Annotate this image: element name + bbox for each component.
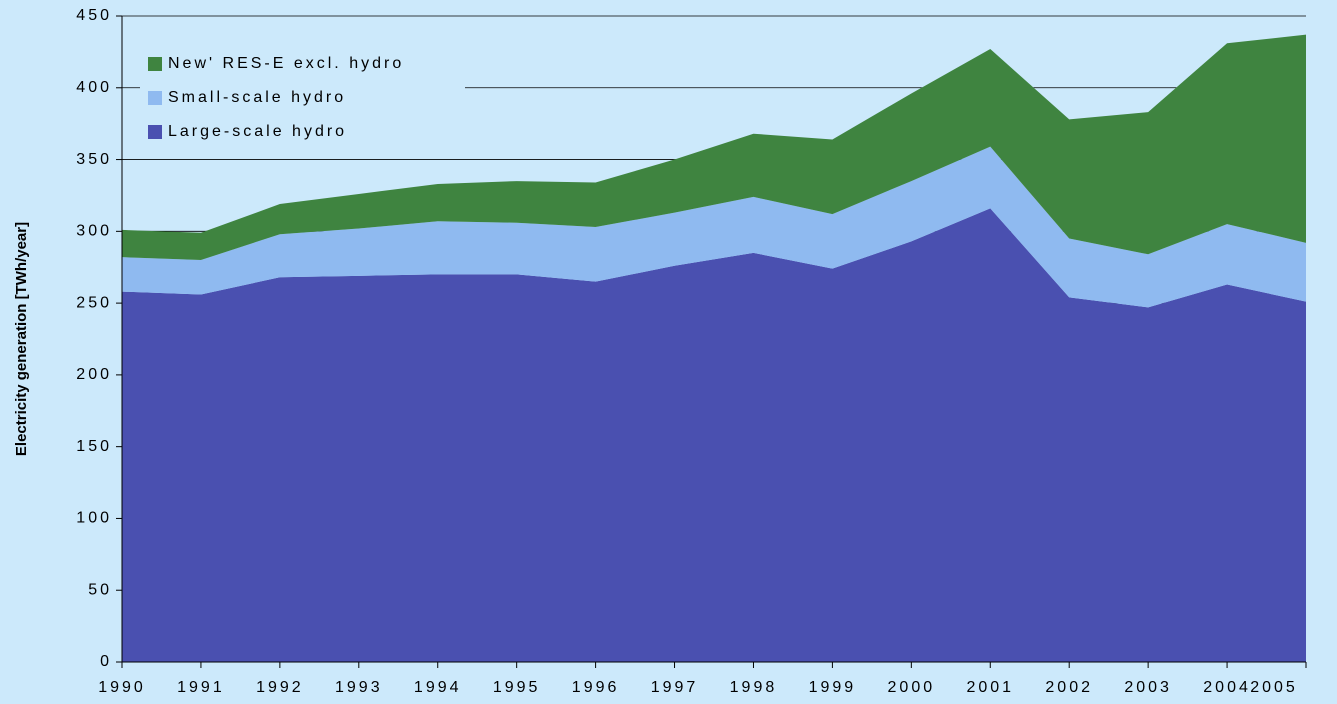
x-tick-label: 1991 <box>177 679 225 696</box>
x-tick-label: 1993 <box>335 679 383 696</box>
x-tick-label: 2003 <box>1124 679 1172 696</box>
area <box>122 146 1306 308</box>
legend-swatch <box>148 125 162 139</box>
y-tick-label: 400 <box>76 79 112 96</box>
y-tick-label: 250 <box>76 294 112 311</box>
y-tick-label: 200 <box>76 366 112 383</box>
x-tick-label: 1996 <box>572 679 620 696</box>
legend-label: New' RES-E excl. hydro <box>168 55 404 72</box>
x-tick-label: 1999 <box>809 679 857 696</box>
x-tick-label: 1998 <box>730 679 778 696</box>
x-tick-label: 2002 <box>1045 679 1093 696</box>
area <box>122 34 1306 261</box>
legend-box <box>140 46 465 146</box>
y-tick-label: 100 <box>76 510 112 527</box>
y-tick-label: 50 <box>88 581 112 598</box>
legend-swatch <box>148 91 162 105</box>
y-tick-label: 300 <box>76 223 112 240</box>
x-tick-label: 1990 <box>98 679 146 696</box>
y-tick-label: 150 <box>76 438 112 455</box>
y-tick-label: 0 <box>100 653 112 670</box>
y-axis-label: Electricity generation [TWh/year] <box>13 222 30 456</box>
y-tick-label: 350 <box>76 151 112 168</box>
area <box>122 208 1306 662</box>
x-tick-label: 2005 <box>1250 679 1298 696</box>
x-tick-label: 1995 <box>493 679 541 696</box>
legend-swatch <box>148 57 162 71</box>
x-tick-label: 2001 <box>966 679 1014 696</box>
x-tick-label: 1994 <box>414 679 462 696</box>
legend-label: Small-scale hydro <box>168 89 346 106</box>
x-tick-label: 2000 <box>888 679 936 696</box>
x-tick-label: 1997 <box>651 679 699 696</box>
x-tick-label: 2004 <box>1203 679 1251 696</box>
x-tick-label: 1992 <box>256 679 304 696</box>
y-tick-label: 450 <box>76 7 112 24</box>
legend-label: Large-scale hydro <box>168 123 347 140</box>
